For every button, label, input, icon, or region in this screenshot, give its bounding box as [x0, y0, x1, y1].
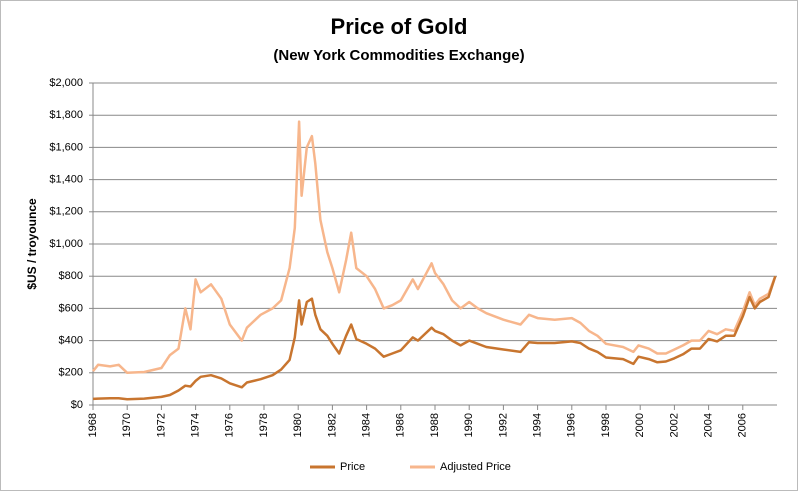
y-tick-label: $600 — [59, 302, 83, 314]
x-tick-label: 1970 — [121, 413, 133, 437]
x-tick-label: 2006 — [737, 413, 749, 437]
x-tick-label: 1978 — [258, 413, 270, 437]
x-tick-label: 1994 — [532, 413, 544, 437]
y-axis-label: $US / troyounce — [25, 198, 39, 290]
y-tick-label: $200 — [59, 367, 83, 379]
y-tick-label: $1,200 — [49, 206, 83, 218]
y-tick-label: $400 — [59, 335, 83, 347]
x-tick-label: 1988 — [429, 413, 441, 437]
x-tick-label: 1992 — [497, 413, 509, 437]
x-tick-label: 1996 — [566, 413, 578, 437]
y-tick-label: $1,400 — [49, 174, 83, 186]
x-tick-label: 2000 — [634, 413, 646, 437]
x-tick-label: 1984 — [361, 413, 373, 437]
line-series — [92, 120, 777, 375]
y-tick-label: $2,000 — [49, 77, 83, 89]
x-tick-label: 2004 — [703, 413, 715, 437]
x-tick-label: 1976 — [224, 413, 236, 437]
x-tick-label: 2002 — [668, 413, 680, 437]
x-tick-label: 1972 — [155, 413, 167, 437]
x-tick-label: 1980 — [292, 413, 304, 437]
y-tick-label: $1,800 — [49, 109, 83, 121]
y-tick-label: $0 — [71, 399, 83, 411]
legend-label: Price — [340, 461, 365, 473]
x-tick-label: 1974 — [190, 413, 202, 437]
x-tick-label: 1986 — [395, 413, 407, 437]
x-tick-label: 1982 — [326, 413, 338, 437]
x-tick-label: 1990 — [463, 413, 475, 437]
x-tick-label: 1968 — [87, 413, 99, 437]
line-series — [92, 275, 777, 401]
y-tick-label: $800 — [59, 270, 83, 282]
chart-title: Price of Gold — [331, 14, 468, 39]
legend-label: Adjusted Price — [440, 461, 511, 473]
x-tick-label: 1998 — [600, 413, 612, 437]
chart-subtitle: (New York Commodities Exchange) — [273, 47, 524, 64]
y-tick-label: $1,600 — [49, 141, 83, 153]
y-tick-label: $1,000 — [49, 238, 83, 250]
